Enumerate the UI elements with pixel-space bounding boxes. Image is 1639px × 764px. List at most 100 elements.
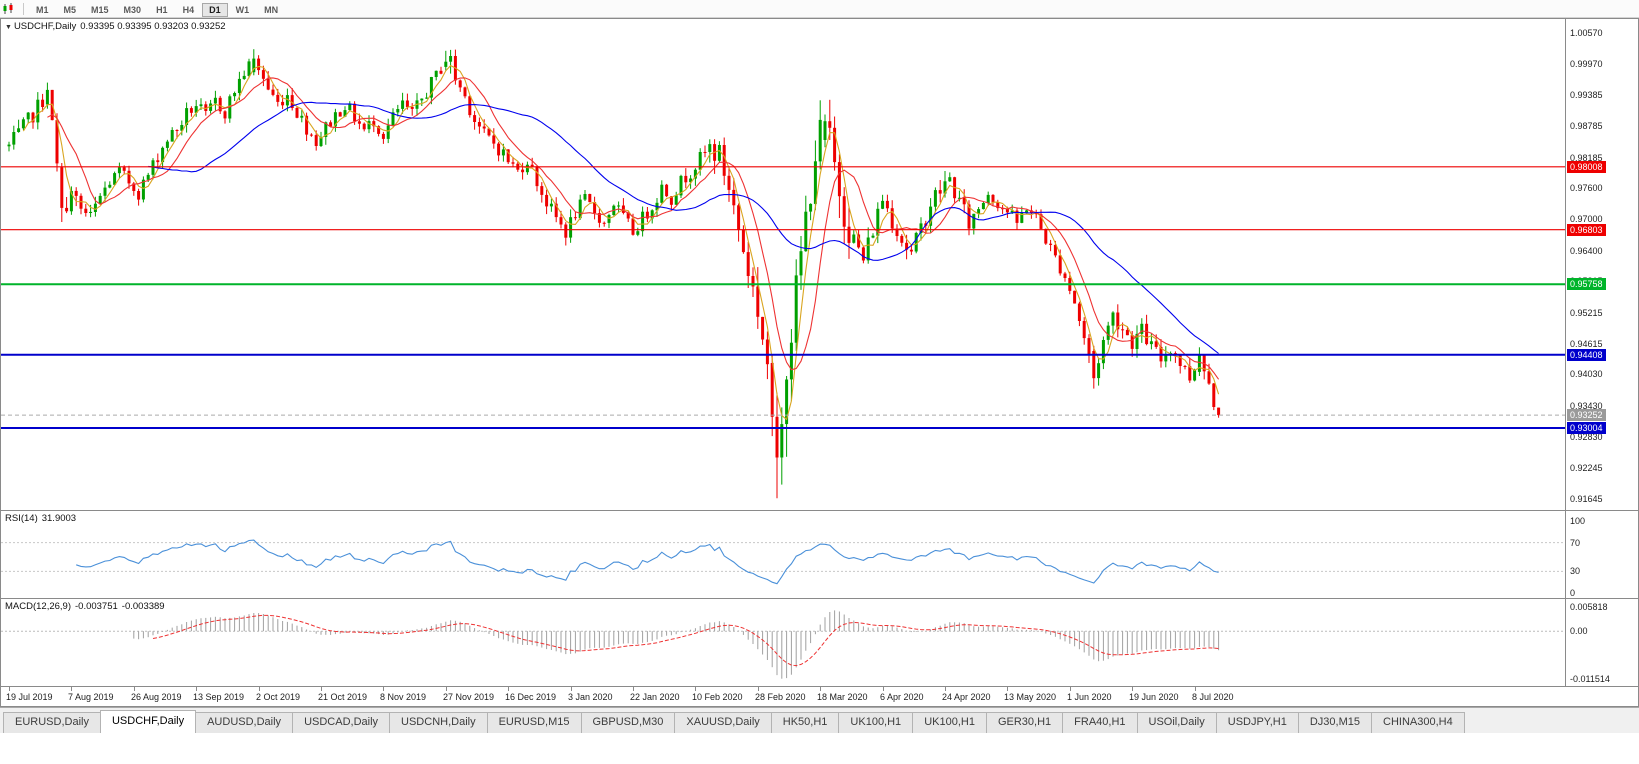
timeframe-button-h4[interactable]: H4 [182,4,195,15]
price-tick-label: 0.92245 [1570,463,1603,473]
macd-indicator-name: MACD(12,26,9) [5,601,71,612]
price-tick-label: 0.99385 [1570,90,1603,100]
date-label: 7 Aug 2019 [68,692,114,702]
rsi-tick-label: 70 [1570,538,1581,548]
macd-tick-label: 0.00 [1570,626,1588,636]
timeframe-button-m30[interactable]: M30 [123,4,142,15]
date-label: 13 Sep 2019 [193,692,245,702]
symbol-period-label: USDCHF,Daily [13,21,77,32]
macd-signal-value: -0.003389 [121,601,165,612]
tab-eurusd-daily[interactable]: EURUSD,Daily [3,712,101,733]
date-label: 22 Jan 2020 [630,692,680,702]
price-tick-label: 0.98785 [1570,121,1603,131]
date-label: 8 Nov 2019 [380,692,427,702]
price-chart-canvas[interactable] [1,19,1565,510]
tab-usdjpy-h1[interactable]: USDJPY,H1 [1215,712,1299,733]
timeframe-button-m1[interactable]: M1 [36,4,49,15]
tab-usoil-daily[interactable]: USOil,Daily [1136,712,1217,733]
time-tick [508,687,509,691]
hline-price-tag: 0.98008 [1567,161,1606,173]
price-tick-label: 0.99970 [1570,59,1603,69]
tab-ger30-h1[interactable]: GER30,H1 [985,712,1064,733]
tab-usdcnh-daily[interactable]: USDCNH,Daily [389,712,488,733]
timeframe-button-m5[interactable]: M5 [63,4,77,15]
time-tick [1195,687,1196,691]
price-tick-label: 0.91645 [1570,494,1603,504]
date-label: 27 Nov 2019 [443,692,495,702]
time-tick [446,687,447,691]
price-tick-label: 0.97600 [1570,183,1603,193]
tab-audusd-daily[interactable]: AUDUSD,Daily [195,712,294,733]
date-label: 2 Oct 2019 [256,692,301,702]
tab-eurusd-m15[interactable]: EURUSD,M15 [486,712,582,733]
tab-dj30-m15[interactable]: DJ30,M15 [1297,712,1372,733]
timeframe-button-d1[interactable]: D1 [202,2,228,17]
date-label: 16 Dec 2019 [505,692,557,702]
time-tick [883,687,884,691]
timeframe-button-mn[interactable]: MN [264,4,279,15]
rsi-indicator-name: RSI(14) [5,513,38,524]
macd-canvas[interactable] [1,599,1565,686]
time-tick [695,687,696,691]
tab-xauusd-daily[interactable]: XAUUSD,Daily [674,712,772,733]
macd-axis[interactable]: 0.005818 0.00 -0.011514 [1565,599,1638,686]
rsi-tick-label: 30 [1570,566,1581,576]
price-tick-label: 0.96400 [1570,246,1603,256]
price-tick-label: 0.94615 [1570,339,1603,349]
time-tick [321,687,322,691]
tab-uk100-h1[interactable]: UK100,H1 [838,712,914,733]
price-tick-label: 0.92830 [1570,432,1603,442]
tab-china300-h4[interactable]: CHINA300,H4 [1371,712,1465,733]
tab-gbpusd-m30[interactable]: GBPUSD,M30 [580,712,676,733]
date-label: 8 Jul 2020 [1192,692,1234,702]
timeframe-buttons: M1 M5 M15 M30 H1 H4 D1 W1 MN [29,0,286,18]
rsi-tick-label: 0 [1570,588,1576,598]
rsi-label: RSI(14) 31.9003 [5,513,76,524]
time-tick [758,687,759,691]
macd-tick-label: -0.011514 [1570,674,1610,684]
tab-usdcad-daily[interactable]: USDCAD,Daily [292,712,391,733]
time-tick [9,687,10,691]
time-tick [633,687,634,691]
rsi-value: 31.9003 [41,513,77,524]
macd-pane: MACD(12,26,9) -0.003751 -0.003389 0.005818… [1,599,1638,687]
toolbar-separator [23,2,24,15]
tab-fra40-h1[interactable]: FRA40,H1 [1062,712,1138,733]
price-tick-label: 0.93430 [1570,401,1603,411]
candlestick-chart-icon[interactable] [3,2,16,15]
chart-title: ▼ USDCHF,Daily 0.93395 0.93395 0.93203 0.9… [5,21,226,32]
hline-price-tag: 0.93004 [1567,422,1606,434]
hline-price-tag: 0.95758 [1567,278,1606,290]
date-label: 19 Jul 2019 [6,692,53,702]
date-label: 24 Apr 2020 [942,692,991,702]
date-label: 28 Feb 2020 [755,692,806,702]
tab-usdchf-daily[interactable]: USDCHF,Daily [99,710,197,733]
tab-hk50-h1[interactable]: HK50,H1 [770,712,840,733]
time-axis[interactable]: 19 Jul 2019 7 Aug 2019 26 Aug 2019 13 Sep 2… [1,687,1638,706]
price-tick-label: 0.94030 [1570,369,1603,379]
rsi-tick-label: 100 [1570,516,1586,526]
collapse-arrow-icon[interactable]: ▼ [5,24,12,31]
timeframe-button-w1[interactable]: W1 [235,4,250,15]
chart-tabs: EURUSD,Daily USDCHF,Daily AUDUSD,Daily USDC… [0,707,1639,733]
date-label: 18 Mar 2020 [817,692,868,702]
rsi-axis[interactable]: 100 70 30 0 [1565,511,1638,598]
rsi-canvas[interactable] [1,511,1565,598]
time-tick [134,687,135,691]
time-tick [945,687,946,691]
bid-price-tag: 0.93252 [1567,409,1606,421]
main-chart-pane: ▼ USDCHF,Daily 0.93395 0.93395 0.93203 0.9… [1,19,1638,511]
rsi-pane: RSI(14) 31.9003 100 70 30 0 [1,511,1638,599]
price-tick-label: 0.98185 [1570,153,1603,163]
macd-label: MACD(12,26,9) -0.003751 -0.003389 [5,601,165,612]
price-tick-label: 1.00570 [1570,28,1603,38]
tab-uk100-h1[interactable]: UK100,H1 [912,712,987,733]
time-tick [383,687,384,691]
timeframe-button-m15[interactable]: M15 [91,4,109,15]
price-axis[interactable]: 1.00570 0.99970 0.99385 0.98785 0.98185 0.976… [1565,19,1638,510]
time-tick [71,687,72,691]
timeframe-button-h1[interactable]: H1 [156,4,168,15]
price-tick-label: 0.95215 [1570,308,1603,318]
date-label: 21 Oct 2019 [318,692,368,702]
date-label: 10 Feb 2020 [692,692,743,702]
